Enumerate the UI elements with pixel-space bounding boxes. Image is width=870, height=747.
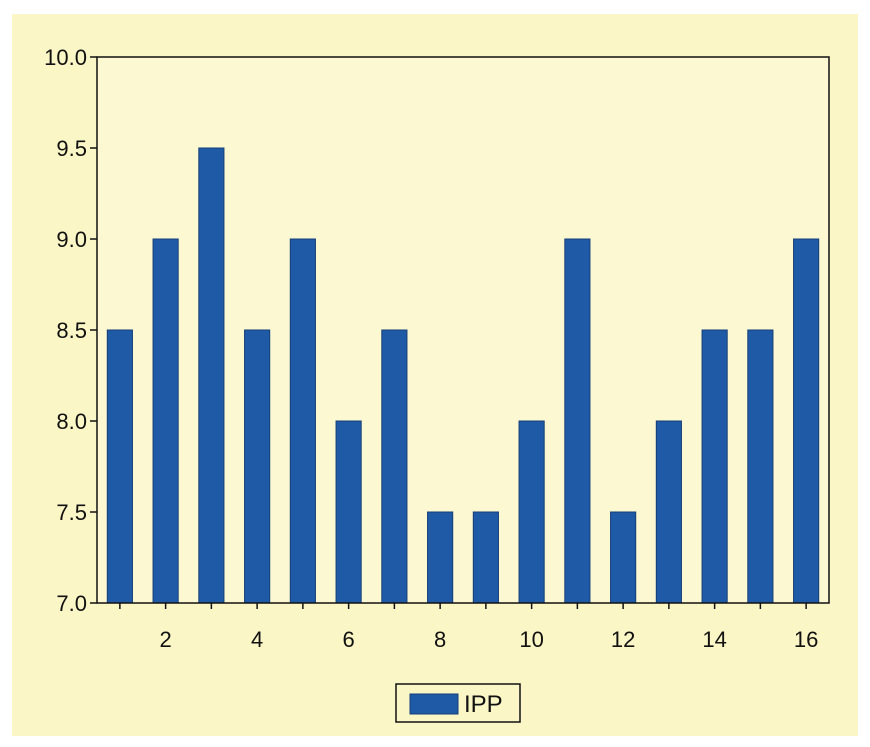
bar-10 [518,420,545,604]
x-tick-label: 16 [794,627,818,652]
bars-group [106,147,820,604]
bar-7 [381,329,408,604]
y-axis: 7.0 7.5 8.0 8.5 9.0 9.5 10.0 [44,45,97,616]
y-tick-label: 7.0 [56,591,87,616]
x-tick-label: 12 [611,627,635,652]
bar-14 [701,329,728,604]
bar-15 [747,329,774,604]
y-tick-label: 9.0 [56,227,87,252]
bar-3 [198,147,225,604]
bar-9 [472,511,499,604]
x-tick-label: 6 [343,627,355,652]
bar-2 [152,238,179,604]
y-tick-label: 7.5 [56,500,87,525]
bar-8 [427,511,454,604]
x-tick-label: 14 [702,627,726,652]
bar-6 [335,420,362,604]
bar-12 [610,511,637,604]
bar-5 [289,238,316,604]
legend-box [395,683,521,723]
y-tick-label: 10.0 [44,45,87,70]
x-tick-label: 2 [160,627,172,652]
bar-1 [106,329,133,604]
x-axis: 2 4 6 8 10 12 14 16 [119,603,818,652]
bar-4 [244,329,271,604]
y-tick-label: 8.0 [56,409,87,434]
x-tick-label: 4 [251,627,263,652]
x-tick-label: 10 [519,627,543,652]
y-tick-label: 9.5 [56,136,87,161]
bar-11 [564,238,591,604]
legend-swatch [409,693,459,715]
legend: IPP [395,683,521,723]
legend-label: IPP [464,691,503,718]
x-tick-label: 8 [434,627,446,652]
bar-13 [655,420,682,604]
bar-16 [793,238,820,604]
y-tick-label: 8.5 [56,318,87,343]
